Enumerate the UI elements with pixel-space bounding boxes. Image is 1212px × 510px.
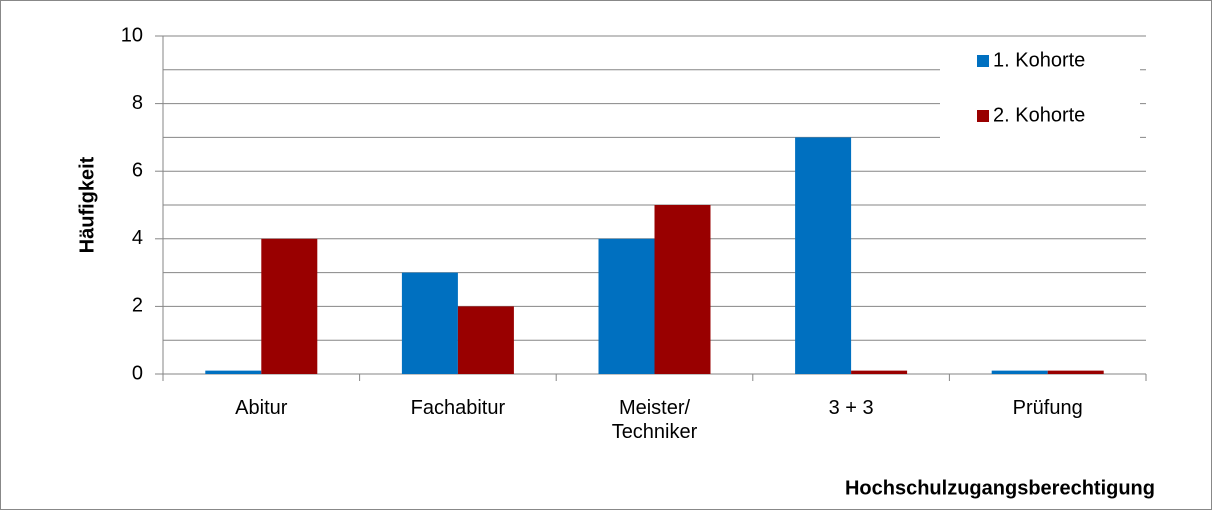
bar: [457, 306, 514, 374]
legend-swatch: [977, 110, 989, 122]
legend-box: [940, 40, 1140, 150]
legend-label: 1. Kohorte: [993, 49, 1085, 71]
x-tick-label: Abitur: [235, 397, 288, 419]
bar: [654, 205, 711, 374]
x-tick-label: 3 + 3: [828, 397, 874, 419]
x-tick-label: Prüfung: [1012, 397, 1083, 419]
bar: [851, 370, 908, 374]
y-axis-label: Häufigkeit: [76, 156, 98, 253]
y-tick-label: 0: [132, 362, 143, 384]
x-axis-label: Hochschulzugangsberechtigung: [845, 477, 1155, 499]
y-tick-label: 10: [121, 24, 143, 46]
bar: [261, 238, 318, 374]
y-tick-label: 6: [132, 159, 143, 181]
bar: [991, 370, 1048, 374]
bar: [205, 370, 262, 374]
y-tick-label: 8: [132, 92, 143, 114]
x-tick-label: Meister/ Techniker: [611, 397, 698, 443]
y-tick-label: 2: [132, 295, 143, 317]
x-tick-label: Fachabitur: [410, 397, 506, 419]
legend-swatch: [977, 55, 989, 67]
bar: [795, 137, 852, 374]
legend-label: 2. Kohorte: [993, 104, 1085, 126]
bar: [1047, 370, 1104, 374]
bar: [598, 238, 655, 374]
bar: [401, 272, 458, 374]
y-tick-label: 4: [132, 227, 143, 249]
